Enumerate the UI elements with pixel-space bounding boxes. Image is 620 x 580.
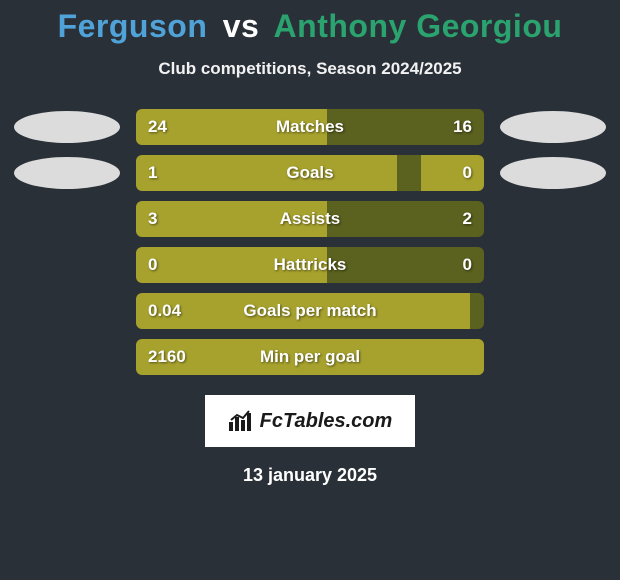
player2-badge	[500, 111, 606, 143]
stat-label: Assists	[280, 209, 340, 229]
stat-label: Matches	[276, 117, 344, 137]
stat-bar: 2160 Min per goal	[136, 339, 484, 375]
vs-label: vs	[223, 8, 260, 45]
badge-spacer	[500, 295, 606, 327]
stat-bar: 24 Matches 16	[136, 109, 484, 145]
stat-bar: 0 Hattricks 0	[136, 247, 484, 283]
player1-badge	[14, 111, 120, 143]
stat-label: Goals per match	[243, 301, 376, 321]
player2-badge	[500, 157, 606, 189]
stat-value-left: 1	[148, 163, 157, 183]
footer-logo-text: FcTables.com	[260, 410, 393, 433]
stat-row: 0.04 Goals per match	[14, 293, 606, 329]
footer-date: 13 january 2025	[0, 465, 620, 486]
stat-row: 3 Assists 2	[14, 201, 606, 237]
stat-bar: 0.04 Goals per match	[136, 293, 484, 329]
page-title: Ferguson vs Anthony Georgiou	[0, 8, 620, 45]
stat-value-right: 2	[463, 209, 472, 229]
badge-spacer	[500, 249, 606, 281]
stat-row: 24 Matches 16	[14, 109, 606, 145]
footer-logo: FcTables.com	[205, 395, 415, 447]
badge-spacer	[14, 295, 120, 327]
stat-value-left: 0	[148, 255, 157, 275]
stat-value-right: 0	[463, 163, 472, 183]
chart-icon	[228, 410, 254, 432]
stat-value-right: 16	[453, 117, 472, 137]
badge-spacer	[14, 249, 120, 281]
player1-name: Ferguson	[58, 8, 208, 44]
player1-badge	[14, 157, 120, 189]
stat-row: 2160 Min per goal	[14, 339, 606, 375]
stat-value-left: 2160	[148, 347, 186, 367]
badge-spacer	[14, 341, 120, 373]
player2-name: Anthony Georgiou	[274, 8, 563, 44]
comparison-infographic: Ferguson vs Anthony Georgiou Club compet…	[0, 0, 620, 486]
badge-spacer	[500, 341, 606, 373]
stat-value-left: 3	[148, 209, 157, 229]
badge-spacer	[500, 203, 606, 235]
bar-fill-right	[421, 155, 484, 191]
stat-value-left: 0.04	[148, 301, 181, 321]
subtitle: Club competitions, Season 2024/2025	[0, 59, 620, 79]
stat-row: 1 Goals 0	[14, 155, 606, 191]
stat-row: 0 Hattricks 0	[14, 247, 606, 283]
bar-fill-left	[136, 155, 397, 191]
stat-bar: 3 Assists 2	[136, 201, 484, 237]
badge-spacer	[14, 203, 120, 235]
stat-rows: 24 Matches 16 1 Goals 0 3 Assists 2 0 Hattricks 0 0.…	[0, 109, 620, 375]
stat-value-right: 0	[463, 255, 472, 275]
stat-label: Min per goal	[260, 347, 360, 367]
stat-bar: 1 Goals 0	[136, 155, 484, 191]
stat-label: Hattricks	[274, 255, 347, 275]
stat-label: Goals	[286, 163, 333, 183]
stat-value-left: 24	[148, 117, 167, 137]
